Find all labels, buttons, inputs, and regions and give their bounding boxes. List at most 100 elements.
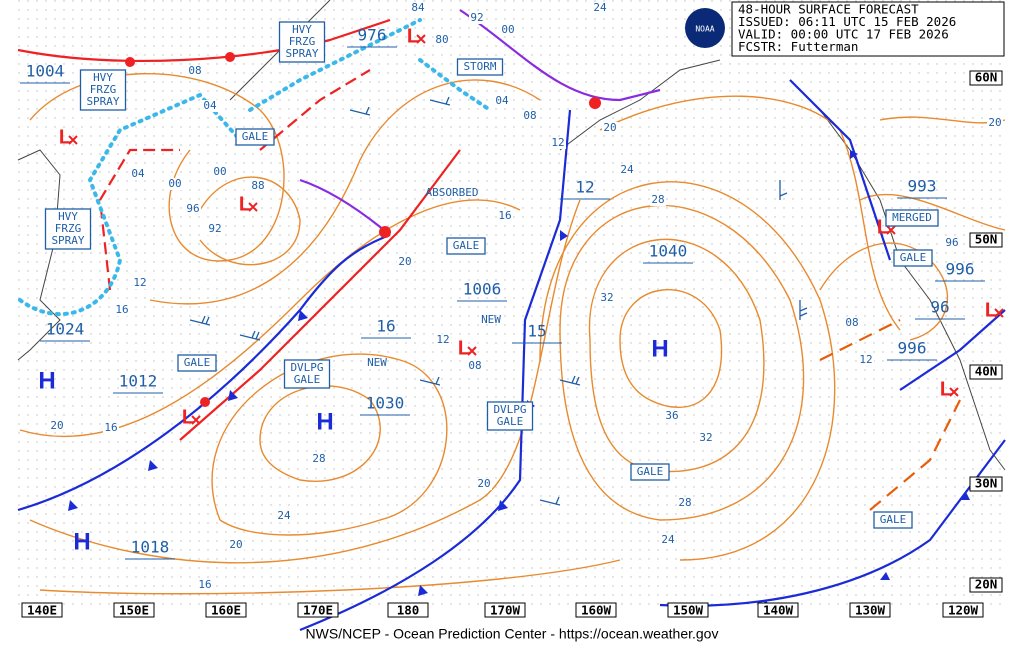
low-x bbox=[949, 387, 959, 397]
contour-label-bg bbox=[844, 317, 860, 329]
contour-label-bg bbox=[397, 256, 413, 268]
box-label: SPRAY bbox=[285, 47, 318, 60]
longitude-label: 150E bbox=[119, 603, 149, 618]
low-center: L bbox=[182, 406, 194, 428]
pressure-label: 15 bbox=[527, 322, 546, 341]
contour-label: 00 bbox=[213, 165, 226, 178]
label-box bbox=[177, 354, 217, 372]
high-center: H bbox=[651, 335, 668, 362]
pressure-label: 1006 bbox=[463, 280, 502, 299]
contour-label: 20 bbox=[988, 116, 1001, 129]
contour-label-bg bbox=[276, 510, 292, 522]
contour-label-bg bbox=[698, 432, 714, 444]
trough bbox=[819, 319, 961, 511]
latitude-label: 40N bbox=[975, 364, 998, 379]
lat-box bbox=[969, 70, 1003, 86]
low-center: L bbox=[985, 299, 997, 321]
longitude-label: 160W bbox=[581, 603, 612, 618]
contour-label-bg bbox=[311, 453, 327, 465]
contour-label-bg bbox=[187, 65, 203, 77]
contour-label-bg bbox=[250, 180, 266, 192]
pressure-label: 1018 bbox=[131, 538, 170, 557]
contour-label: 04 bbox=[495, 94, 509, 107]
contour-label-bg bbox=[410, 2, 426, 14]
contour-label-bg bbox=[660, 534, 676, 546]
pressure-label: 996 bbox=[898, 339, 927, 358]
low-center: L bbox=[458, 337, 470, 359]
contour-label: 96 bbox=[945, 236, 958, 249]
contour-label-bg bbox=[469, 12, 485, 24]
lat-box bbox=[969, 232, 1003, 248]
contour-label: 36 bbox=[665, 409, 678, 422]
contour-label: 32 bbox=[699, 431, 712, 444]
low-center: L bbox=[940, 378, 952, 400]
latitude-label: 60N bbox=[975, 70, 998, 85]
label-box bbox=[873, 511, 913, 529]
latitude-label: 20N bbox=[975, 577, 998, 592]
footer: NWS/NCEP - Ocean Prediction Center - htt… bbox=[306, 626, 719, 642]
box-label: GALE bbox=[637, 465, 664, 478]
lon-box bbox=[387, 602, 429, 618]
label-box bbox=[79, 69, 127, 111]
box-label: FRZG bbox=[289, 35, 316, 48]
label-box bbox=[278, 21, 326, 63]
box-label: SPRAY bbox=[51, 234, 84, 247]
contour-label: 12 bbox=[133, 276, 146, 289]
box-label: HVY bbox=[93, 71, 113, 84]
contour-label: 20 bbox=[50, 419, 63, 432]
contour-label-bg bbox=[650, 194, 666, 206]
contour-label: 24 bbox=[661, 533, 675, 546]
contour-label-bg bbox=[207, 223, 223, 235]
box-label: HVY bbox=[292, 23, 312, 36]
box-label: DVLPG bbox=[493, 403, 526, 416]
lon-box bbox=[21, 602, 63, 618]
box-label: GALE bbox=[242, 130, 269, 143]
label-box bbox=[486, 401, 534, 431]
cold-front bbox=[899, 309, 1006, 391]
contour-label: 28 bbox=[678, 496, 691, 509]
contour-label: 24 bbox=[620, 163, 634, 176]
box-label: HVY bbox=[58, 210, 78, 223]
box-label: DVLPG bbox=[290, 361, 323, 374]
contour-label-bg bbox=[664, 410, 680, 422]
box-label: GALE bbox=[880, 513, 907, 526]
low-center: L bbox=[407, 25, 419, 47]
label-box bbox=[893, 249, 933, 267]
contour-label-bg bbox=[476, 478, 492, 490]
pressure-label: 1030 bbox=[366, 394, 405, 413]
box-label: GALE bbox=[900, 251, 927, 264]
low-center: L bbox=[59, 126, 71, 148]
contour-label: 20 bbox=[477, 477, 490, 490]
box-label: GALE bbox=[453, 239, 480, 252]
lon-box bbox=[297, 602, 339, 618]
pressure-label: 1040 bbox=[649, 242, 688, 261]
contour-label-bg bbox=[130, 168, 146, 180]
lon-box bbox=[575, 602, 617, 618]
pressure-label: 1012 bbox=[119, 372, 158, 391]
box-label: GALE bbox=[294, 373, 321, 386]
contour-label-bg bbox=[619, 164, 635, 176]
wind-barbs bbox=[189, 96, 808, 506]
contour-label-bg bbox=[434, 34, 450, 46]
longitude-label: 140W bbox=[763, 603, 794, 618]
contour-label: 12 bbox=[551, 136, 564, 149]
box-label: FRZG bbox=[90, 83, 117, 96]
low-x bbox=[467, 346, 477, 356]
header-box bbox=[731, 1, 1005, 57]
pressure-label: 16 bbox=[376, 317, 395, 336]
contour-label: 08 bbox=[188, 64, 201, 77]
contour-label: 12 bbox=[859, 353, 872, 366]
box-label: FRZG bbox=[55, 222, 82, 235]
contour-label-bg bbox=[185, 203, 201, 215]
contour-label: 08 bbox=[523, 109, 536, 122]
low-x bbox=[994, 308, 1004, 318]
contour-label-bg bbox=[858, 354, 874, 366]
contour-label: 80 bbox=[435, 33, 448, 46]
header-line: VALID: 00:00 UTC 17 FEB 2026 bbox=[738, 27, 949, 42]
box-label: GALE bbox=[184, 356, 211, 369]
contour-label: 28 bbox=[312, 452, 325, 465]
lon-box bbox=[205, 602, 247, 618]
latitude-label: 30N bbox=[975, 476, 998, 491]
contour-label-bg bbox=[202, 100, 218, 112]
